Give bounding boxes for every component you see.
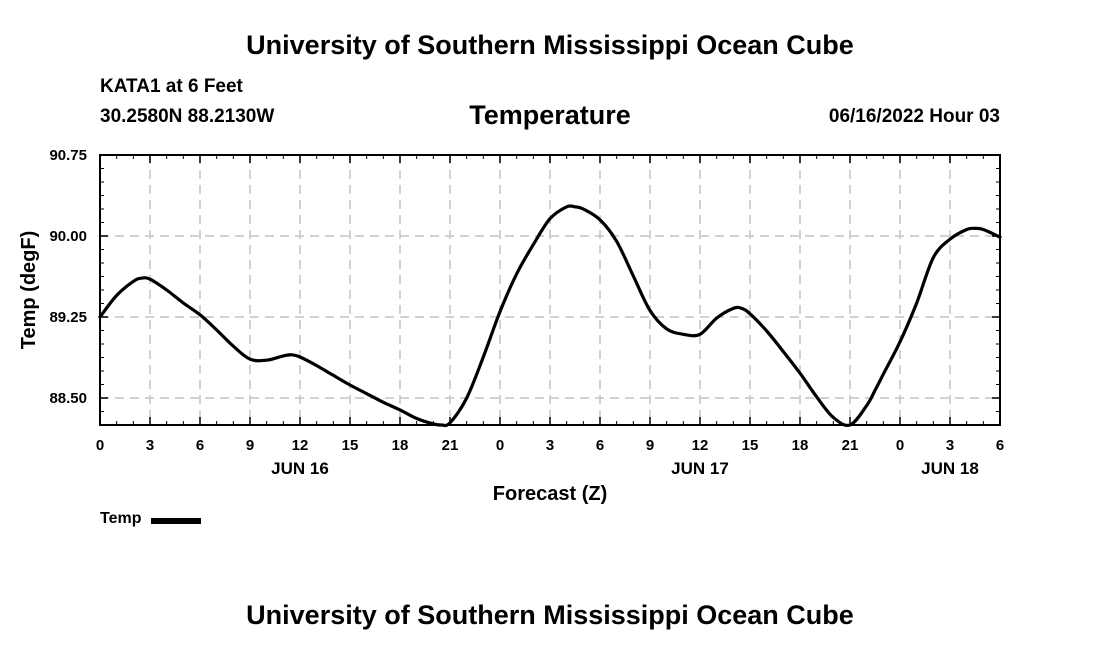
- legend-label-temp: Temp: [100, 510, 142, 527]
- x-tick-label: 18: [792, 437, 809, 454]
- x-tick-label: 18: [392, 437, 409, 454]
- x-tick-label: 21: [842, 437, 859, 454]
- axis-labels: 0 3 6 9 12 15 18 21 0 3 6 9 12 15 18 21 0 3 6 88.50 89.25 90.…: [49, 147, 1004, 478]
- x-day-label: JUN 18: [921, 459, 979, 478]
- x-tick-label: 21: [442, 437, 459, 454]
- x-tick-label: 6: [196, 437, 204, 454]
- series-layer: [98, 204, 1002, 428]
- x-tick-label: 12: [292, 437, 309, 454]
- chart-title: Temperature: [469, 100, 631, 130]
- station-label: KATA1 at 6 Feet: [100, 76, 243, 97]
- axis-ticks: [99, 154, 1001, 426]
- series-line-temp: [98, 204, 1002, 428]
- forecast-timestamp: 06/16/2022 Hour 03: [828, 106, 1000, 127]
- x-tick-label: 3: [546, 437, 554, 454]
- x-tick-label: 0: [96, 437, 104, 454]
- y-tick-label: 90.75: [49, 147, 87, 164]
- x-tick-label: 3: [146, 437, 154, 454]
- banner-title-bottom: University of Southern Mississippi Ocean…: [246, 600, 854, 630]
- x-tick-label: 15: [742, 437, 759, 454]
- x-day-label: JUN 17: [671, 459, 729, 478]
- x-tick-label: 3: [946, 437, 954, 454]
- y-tick-label: 88.50: [49, 390, 87, 407]
- legend: Temp: [100, 510, 202, 528]
- y-tick-label: 89.25: [49, 309, 87, 326]
- y-tick-label: 90.00: [49, 228, 87, 245]
- y-axis-title: Temp (degF): [18, 231, 40, 350]
- x-tick-label: 15: [342, 437, 359, 454]
- x-axis-title: Forecast (Z): [493, 483, 607, 505]
- banner-title-top: University of Southern Mississippi Ocean…: [246, 30, 854, 60]
- x-tick-label: 9: [246, 437, 254, 454]
- x-tick-label: 0: [896, 437, 904, 454]
- grid-lines: [100, 154, 1000, 425]
- x-tick-label: 6: [996, 437, 1004, 454]
- x-tick-label: 0: [496, 437, 504, 454]
- legend-swatch-temp: [151, 517, 202, 524]
- x-tick-label: 6: [596, 437, 604, 454]
- x-tick-label: 12: [692, 437, 709, 454]
- x-day-label: JUN 16: [271, 459, 329, 478]
- x-tick-label: 9: [646, 437, 654, 454]
- station-coordinates: 30.2580N 88.2130W: [100, 106, 275, 127]
